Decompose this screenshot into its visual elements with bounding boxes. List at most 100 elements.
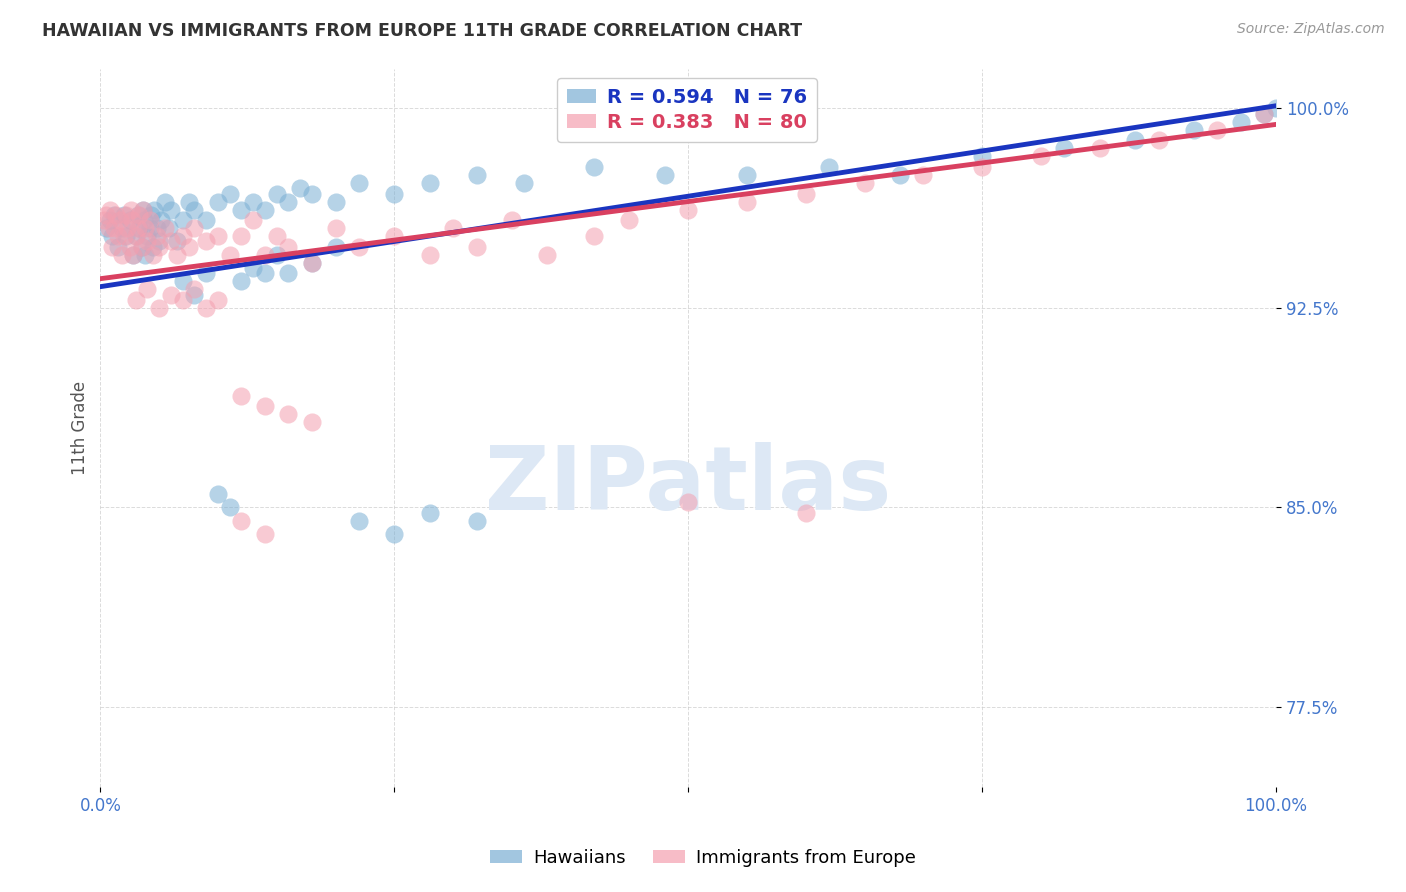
Point <box>266 248 288 262</box>
Point <box>127 208 149 222</box>
Point <box>124 229 146 244</box>
Point <box>325 194 347 209</box>
Point <box>110 248 132 262</box>
Point <box>794 186 817 201</box>
Point <box>512 176 534 190</box>
Point <box>172 293 194 307</box>
Text: Source: ZipAtlas.com: Source: ZipAtlas.com <box>1237 22 1385 37</box>
Point <box>160 235 183 249</box>
Point <box>231 274 253 288</box>
Point <box>207 229 229 244</box>
Point <box>277 240 299 254</box>
Point <box>101 240 124 254</box>
Point <box>166 248 188 262</box>
Point <box>347 176 370 190</box>
Point <box>242 261 264 276</box>
Point <box>1123 133 1146 147</box>
Point <box>301 415 323 429</box>
Point <box>131 240 153 254</box>
Point <box>101 229 124 244</box>
Text: ZIPatlas: ZIPatlas <box>485 442 891 529</box>
Point <box>122 248 145 262</box>
Point <box>136 229 159 244</box>
Point <box>419 248 441 262</box>
Point <box>112 229 135 244</box>
Point <box>136 235 159 249</box>
Point <box>382 527 405 541</box>
Point <box>277 194 299 209</box>
Point <box>889 168 911 182</box>
Point <box>131 240 153 254</box>
Point <box>325 240 347 254</box>
Point <box>1253 107 1275 121</box>
Point <box>253 202 276 217</box>
Point <box>536 248 558 262</box>
Point <box>107 229 129 244</box>
Point <box>676 202 699 217</box>
Point <box>98 213 121 227</box>
Point <box>501 213 523 227</box>
Point <box>277 408 299 422</box>
Point <box>1053 141 1076 155</box>
Point <box>131 202 153 217</box>
Point <box>735 168 758 182</box>
Point <box>103 208 125 222</box>
Point <box>166 235 188 249</box>
Point <box>136 282 159 296</box>
Point <box>115 208 138 222</box>
Point <box>120 202 142 217</box>
Point <box>172 213 194 227</box>
Point <box>1253 107 1275 121</box>
Point <box>382 229 405 244</box>
Point <box>177 240 200 254</box>
Point <box>183 282 205 296</box>
Point <box>676 495 699 509</box>
Point <box>115 229 138 244</box>
Point <box>818 160 841 174</box>
Point <box>465 514 488 528</box>
Point <box>107 240 129 254</box>
Point <box>735 194 758 209</box>
Point <box>134 248 156 262</box>
Point <box>441 221 464 235</box>
Text: HAWAIIAN VS IMMIGRANTS FROM EUROPE 11TH GRADE CORRELATION CHART: HAWAIIAN VS IMMIGRANTS FROM EUROPE 11TH … <box>42 22 803 40</box>
Point <box>131 202 153 217</box>
Point <box>1147 133 1170 147</box>
Point <box>153 194 176 209</box>
Point <box>347 514 370 528</box>
Point <box>195 213 218 227</box>
Point <box>242 194 264 209</box>
Point <box>972 149 994 163</box>
Point <box>1182 122 1205 136</box>
Point <box>619 213 641 227</box>
Point <box>253 527 276 541</box>
Point <box>134 221 156 235</box>
Point <box>183 221 205 235</box>
Point <box>231 389 253 403</box>
Point <box>143 202 166 217</box>
Point <box>654 168 676 182</box>
Point <box>97 221 120 235</box>
Point <box>118 240 141 254</box>
Point <box>146 221 169 235</box>
Point <box>148 235 170 249</box>
Point <box>253 400 276 414</box>
Point <box>96 221 118 235</box>
Point <box>465 240 488 254</box>
Point <box>128 208 150 222</box>
Point <box>301 256 323 270</box>
Point <box>242 213 264 227</box>
Point <box>127 221 149 235</box>
Point <box>266 229 288 244</box>
Point <box>172 229 194 244</box>
Point <box>1029 149 1052 163</box>
Y-axis label: 11th Grade: 11th Grade <box>72 381 89 475</box>
Point <box>912 168 935 182</box>
Point <box>160 202 183 217</box>
Point <box>218 248 240 262</box>
Point <box>231 202 253 217</box>
Point <box>124 229 146 244</box>
Point <box>96 208 118 222</box>
Point <box>290 181 312 195</box>
Point <box>157 221 180 235</box>
